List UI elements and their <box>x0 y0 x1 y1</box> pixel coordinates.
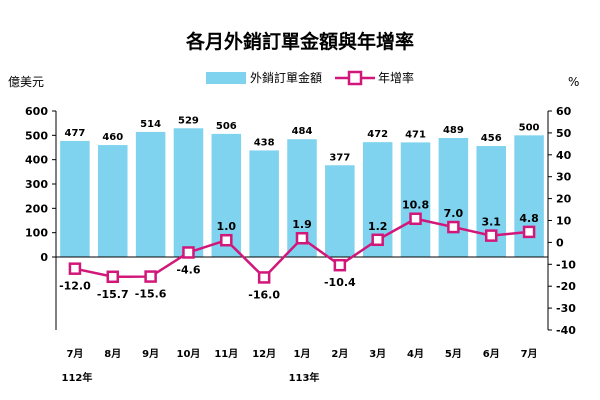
line-point <box>447 220 460 234</box>
line-value-label: -10.4 <box>324 276 356 289</box>
bar-value-label: 460 <box>102 132 123 143</box>
bar-value-label: 514 <box>140 119 161 130</box>
category-label: 2月 <box>331 348 348 360</box>
category-label: 3月 <box>369 348 386 360</box>
bar-value-label: 377 <box>329 152 350 163</box>
category-label: 12月 <box>252 348 276 360</box>
bar-value-label: 471 <box>405 129 426 140</box>
category-label: 8月 <box>104 348 121 360</box>
bar <box>60 140 90 257</box>
line-value-label: -15.6 <box>135 288 167 301</box>
bar <box>514 135 544 257</box>
bar-value-label: 500 <box>519 122 540 133</box>
left-tick-label: 300 <box>25 178 48 191</box>
line-value-label: 1.2 <box>368 220 388 233</box>
line-point <box>220 233 233 247</box>
line-value-label: -16.0 <box>248 288 280 301</box>
bar <box>400 142 431 257</box>
bar <box>438 138 469 257</box>
line-point <box>68 262 82 275</box>
bar <box>249 150 279 257</box>
category-label: 7月 <box>521 348 538 360</box>
line-point <box>144 270 157 283</box>
bar-value-label: 472 <box>367 129 388 140</box>
line-point <box>182 246 195 259</box>
category-label: 10月 <box>177 348 201 360</box>
bar-value-label: 489 <box>443 125 464 136</box>
right-tick-label: -10 <box>556 258 576 271</box>
right-tick-label: 10 <box>556 215 572 228</box>
line-point <box>333 258 347 272</box>
bar-value-label: 529 <box>178 115 199 126</box>
bar-value-label: 438 <box>254 137 275 148</box>
right-axis-unit: % <box>568 75 579 89</box>
bar <box>135 131 166 257</box>
line-point <box>522 225 536 239</box>
right-tick-label: 50 <box>556 127 572 140</box>
bar-value-label: 477 <box>64 128 85 139</box>
line-value-label: 3.1 <box>481 216 501 229</box>
category-label: 1月 <box>294 348 311 360</box>
line-value-label: 1.9 <box>292 218 312 231</box>
line-point <box>106 270 120 284</box>
year-label: 113年 <box>289 371 320 384</box>
bar <box>98 145 128 257</box>
left-axis-unit: 億美元 <box>8 75 44 89</box>
line-value-label: -15.7 <box>97 288 129 301</box>
left-tick-label: 600 <box>25 105 48 118</box>
left-tick-label: 500 <box>25 129 48 142</box>
bar-value-label: 506 <box>216 121 237 132</box>
category-label: 9月 <box>142 348 159 360</box>
right-tick-label: 20 <box>556 193 572 206</box>
line-point <box>371 233 384 247</box>
right-tick-label: 30 <box>556 171 572 184</box>
right-tick-label: 0 <box>556 236 564 249</box>
bar <box>325 165 355 257</box>
right-tick-label: -40 <box>556 324 576 337</box>
left-tick-label: 200 <box>25 202 48 215</box>
line-point <box>257 271 271 284</box>
right-tick-label: -30 <box>556 302 576 315</box>
legend-label-line: 年增率 <box>378 70 414 85</box>
right-tick-label: 40 <box>556 149 572 162</box>
line-value-label: 1.0 <box>217 220 237 233</box>
category-label: 7月 <box>66 348 83 360</box>
legend-label-bar: 外銷訂單金額 <box>250 70 322 85</box>
left-tick-label: 400 <box>25 154 48 167</box>
line-point <box>409 212 422 225</box>
legend-swatch-bar <box>206 72 246 84</box>
line-value-label: -12.0 <box>59 280 91 293</box>
right-tick-label: -20 <box>556 280 576 293</box>
category-label: 5月 <box>445 348 462 360</box>
line-point <box>295 231 309 245</box>
category-label: 6月 <box>483 348 500 360</box>
category-label: 4月 <box>407 348 424 360</box>
bar-value-label: 484 <box>292 126 313 137</box>
line-value-label: 10.8 <box>402 199 429 212</box>
bar-value-label: 456 <box>481 133 502 144</box>
line-value-label: -4.6 <box>176 263 200 276</box>
chart-title: 各月外銷訂單金額與年增率 <box>185 30 414 53</box>
left-tick-label: 0 <box>40 251 48 264</box>
category-label: 11月 <box>214 348 238 360</box>
legend: 外銷訂單金額 年增率 <box>206 70 414 86</box>
bar <box>173 128 204 257</box>
legend-swatch-marker <box>347 70 363 86</box>
line-value-label: 7.0 <box>444 207 464 220</box>
line-value-label: 4.8 <box>519 212 539 225</box>
left-tick-label: 100 <box>25 227 48 240</box>
right-tick-label: 60 <box>556 105 572 118</box>
year-label: 112年 <box>61 371 92 384</box>
line-point <box>484 229 498 242</box>
